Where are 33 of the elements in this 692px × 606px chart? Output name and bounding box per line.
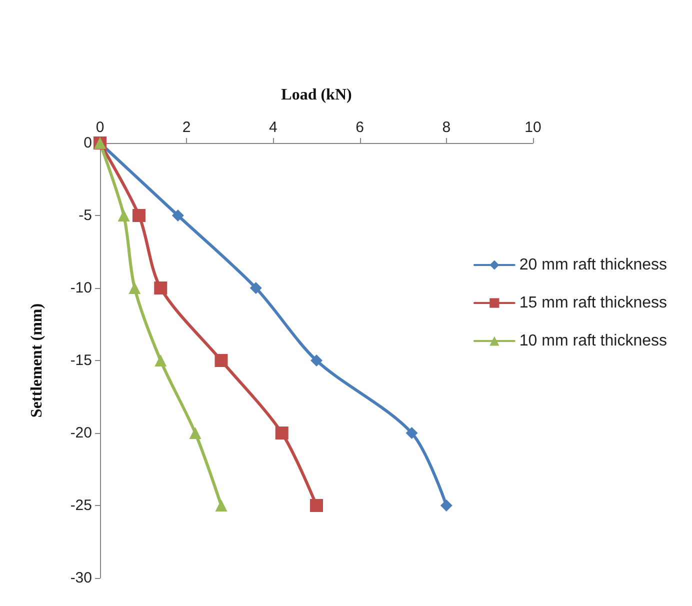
y-tick-label: -20 xyxy=(70,424,92,442)
y-tick-label: -25 xyxy=(70,497,92,514)
x-tick-label: 2 xyxy=(182,119,191,136)
point xyxy=(310,499,323,512)
point xyxy=(214,354,228,367)
point xyxy=(132,209,146,222)
y-tick-label: 0 xyxy=(84,134,92,152)
x-tick-label: 8 xyxy=(442,119,451,136)
point xyxy=(310,354,322,366)
point xyxy=(440,500,452,512)
y-tick-label: -15 xyxy=(70,352,92,369)
y-axis-title: Settlement (mm) xyxy=(28,303,46,418)
point xyxy=(406,427,418,439)
y-tick-label: -10 xyxy=(70,280,92,296)
point xyxy=(172,210,184,222)
legend-label: 10 mm raft thickness xyxy=(519,332,668,350)
point xyxy=(128,282,141,294)
point xyxy=(154,282,168,294)
point xyxy=(275,426,288,440)
point xyxy=(118,210,130,222)
legend-label: 20 mm raft thickness xyxy=(519,256,668,274)
y-tick-label: -5 xyxy=(78,207,92,224)
x-tick-label: 4 xyxy=(269,119,278,136)
point xyxy=(189,427,202,439)
point xyxy=(250,282,262,294)
x-tick-label: 6 xyxy=(356,119,364,136)
y-tick-label: -30 xyxy=(70,570,92,586)
point xyxy=(215,500,228,512)
x-tick-label: 10 xyxy=(524,119,542,136)
point xyxy=(154,354,167,366)
x-axis-title: Load (kN) xyxy=(281,86,352,104)
x-tick-label: 0 xyxy=(96,119,104,136)
legend-label: 15 mm raft thickness xyxy=(519,294,668,312)
